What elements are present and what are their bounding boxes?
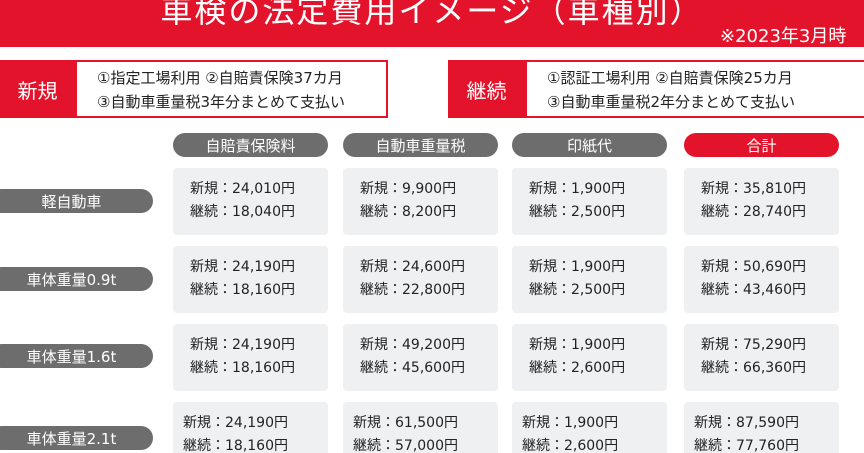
- title: 車検の法定費用イメージ（車種別）: [160, 0, 704, 30]
- table-cell: 新規：24,190円 継続：18,160円: [173, 402, 328, 453]
- cell-line: 新規：50,690円: [701, 259, 806, 275]
- date-note: ※2023年3月時: [720, 26, 847, 47]
- cell-line: 新規：1,900円: [529, 259, 626, 275]
- condition-line: ③自動車重量税3年分まとめて支払い: [97, 93, 345, 111]
- cell-line: 継続：66,360円: [701, 360, 806, 376]
- cell-line: 継続：18,040円: [190, 204, 295, 220]
- cell-line: 継続：2,500円: [529, 204, 626, 220]
- table-cell: 新規：1,900円 継続：2,600円: [512, 324, 667, 391]
- column-header: 合計: [684, 133, 839, 157]
- cell-line: 新規：24,010円: [190, 181, 295, 197]
- column-header: 自賠責保険料: [173, 133, 328, 157]
- cell-line: 継続：57,000円: [353, 438, 458, 453]
- cell-line: 新規：87,590円: [694, 415, 799, 431]
- condition-line: ③自動車重量税2年分まとめて支払い: [547, 93, 795, 111]
- condition-box: ①指定工場利用 ②自賠責保険37カ月 ③自動車重量税3年分まとめて支払い: [75, 60, 388, 118]
- table-cell: 新規：49,200円 継続：45,600円: [343, 324, 498, 391]
- cell-line: 新規：1,900円: [529, 337, 626, 353]
- table-cell: 新規：24,190円 継続：18,160円: [173, 324, 328, 391]
- row-label: 車体重量2.1t: [0, 426, 153, 450]
- cell-line: 継続：2,500円: [529, 282, 626, 298]
- table-cell: 新規：1,900円 継続：2,600円: [512, 402, 667, 453]
- cell-line: 新規：35,810円: [701, 181, 806, 197]
- cell-line: 継続：45,600円: [360, 360, 465, 376]
- title-banner: [0, 0, 864, 47]
- table-cell: 新規：61,500円 継続：57,000円: [343, 402, 498, 453]
- table-cell: 新規：75,290円 継続：66,360円: [684, 324, 839, 391]
- table-cell: 新規：50,690円 継続：43,460円: [684, 246, 839, 313]
- condition-line: ①認証工場利用 ②自賠責保険25カ月: [547, 69, 793, 87]
- table-cell: 新規：35,810円 継続：28,740円: [684, 168, 839, 235]
- cell-line: 継続：2,600円: [529, 360, 626, 376]
- cell-line: 継続：43,460円: [701, 282, 806, 298]
- column-header: 自動車重量税: [343, 133, 498, 157]
- table-cell: 新規：24,010円 継続：18,040円: [173, 168, 328, 235]
- cell-line: 新規：9,900円: [360, 181, 457, 197]
- cell-line: 新規：1,900円: [522, 415, 619, 431]
- row-label: 車体重量1.6t: [0, 344, 153, 368]
- table-cell: 新規：24,600円 継続：22,800円: [343, 246, 498, 313]
- table-cell: 新規：9,900円 継続：8,200円: [343, 168, 498, 235]
- cell-line: 新規：24,190円: [190, 259, 295, 275]
- cell-line: 新規：24,190円: [183, 415, 288, 431]
- column-header: 印紙代: [512, 133, 667, 157]
- row-label: 車体重量0.9t: [0, 267, 153, 291]
- cell-line: 継続：2,600円: [522, 438, 619, 453]
- cell-line: 新規：61,500円: [353, 415, 458, 431]
- cell-line: 継続：77,760円: [694, 438, 799, 453]
- condition-label: 継続: [448, 60, 525, 118]
- cell-line: 新規：1,900円: [529, 181, 626, 197]
- table-cell: 新規：1,900円 継続：2,500円: [512, 168, 667, 235]
- condition-label: 新規: [0, 60, 75, 118]
- cell-line: 新規：49,200円: [360, 337, 465, 353]
- cell-line: 継続：22,800円: [360, 282, 465, 298]
- table-cell: 新規：1,900円 継続：2,500円: [512, 246, 667, 313]
- cell-line: 継続：18,160円: [183, 438, 288, 453]
- cell-line: 継続：28,740円: [701, 204, 806, 220]
- table-cell: 新規：87,590円 継続：77,760円: [684, 402, 839, 453]
- table-cell: 新規：24,190円 継続：18,160円: [173, 246, 328, 313]
- cell-line: 継続：8,200円: [360, 204, 457, 220]
- cell-line: 継続：18,160円: [190, 360, 295, 376]
- cell-line: 継続：18,160円: [190, 282, 295, 298]
- cell-line: 新規：75,290円: [701, 337, 806, 353]
- condition-box: ①認証工場利用 ②自賠責保険25カ月 ③自動車重量税2年分まとめて支払い: [525, 60, 864, 118]
- condition-line: ①指定工場利用 ②自賠責保険37カ月: [97, 69, 343, 87]
- cell-line: 新規：24,190円: [190, 337, 295, 353]
- cell-line: 新規：24,600円: [360, 259, 465, 275]
- row-label: 軽自動車: [0, 189, 153, 213]
